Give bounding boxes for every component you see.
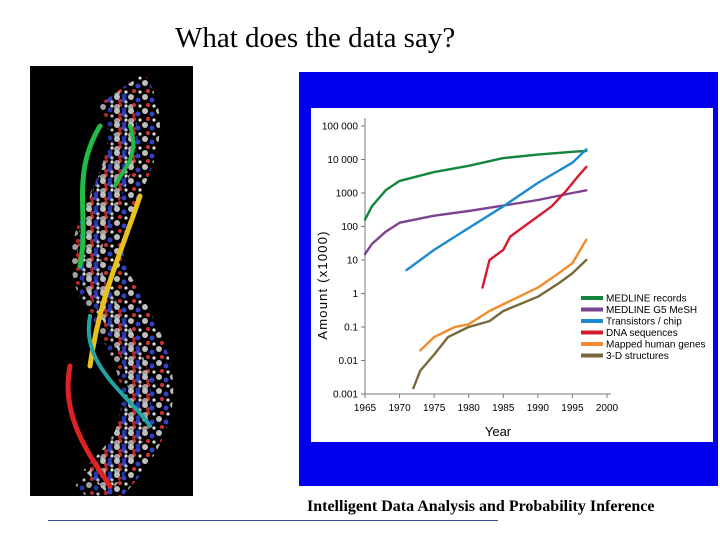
x-tick-label: 1970 bbox=[388, 403, 411, 414]
footer-text: Intelligent Data Analysis and Probabilit… bbox=[307, 498, 655, 515]
legend-label: MEDLINE records bbox=[606, 294, 687, 305]
slide-title: What does the data say? bbox=[175, 22, 456, 54]
y-tick-label: 10 bbox=[347, 256, 359, 267]
y-tick-label: 0.001 bbox=[333, 390, 358, 401]
legend-label: DNA sequences bbox=[606, 328, 678, 339]
y-tick-label: 100 bbox=[341, 222, 358, 233]
legend-label: 3-D structures bbox=[606, 351, 669, 362]
x-axis-label: Year bbox=[485, 424, 512, 439]
series-line-3-d-structures bbox=[412, 258, 588, 390]
x-tick-label: 1995 bbox=[561, 403, 584, 414]
x-tick-label: 1965 bbox=[354, 403, 377, 414]
series-line-dna-sequences bbox=[481, 165, 588, 289]
series-line-medline-records bbox=[363, 149, 588, 221]
legend-label: MEDLINE G5 MeSH bbox=[606, 305, 697, 316]
dna-helix-image bbox=[30, 66, 193, 496]
x-tick-label: 2000 bbox=[596, 403, 619, 414]
y-tick-label: 0.01 bbox=[339, 356, 359, 367]
legend-label: Mapped human genes bbox=[606, 340, 706, 351]
series-line-transistors-chip bbox=[405, 148, 588, 272]
y-tick-label: 1 bbox=[352, 289, 358, 300]
y-tick-label: 100 000 bbox=[322, 122, 359, 133]
series-line-medline-g5-mesh bbox=[363, 189, 588, 256]
dna-helix-illustration bbox=[65, 73, 174, 496]
x-tick-label: 1975 bbox=[423, 403, 446, 414]
y-tick-label: 10 000 bbox=[327, 155, 358, 166]
growth-chart: 100 000 10 000 1000 100 10 1 0.1 0.01 0.001 1965 1… bbox=[311, 108, 713, 442]
legend-label: Transistors / chip bbox=[606, 317, 682, 328]
y-tick-label: 1000 bbox=[336, 189, 359, 200]
x-tick-label: 1990 bbox=[527, 403, 550, 414]
y-tick-label: 0.1 bbox=[344, 323, 358, 334]
x-tick-label: 1980 bbox=[458, 403, 481, 414]
series-line-mapped-human-genes bbox=[419, 238, 588, 352]
footer-rule bbox=[48, 520, 498, 521]
y-axis-label: Amount (x1000) bbox=[315, 230, 330, 339]
x-tick-label: 1985 bbox=[492, 403, 515, 414]
chart-svg: 100 000 10 000 1000 100 10 1 0.1 0.01 0.001 1965 1… bbox=[315, 118, 706, 439]
